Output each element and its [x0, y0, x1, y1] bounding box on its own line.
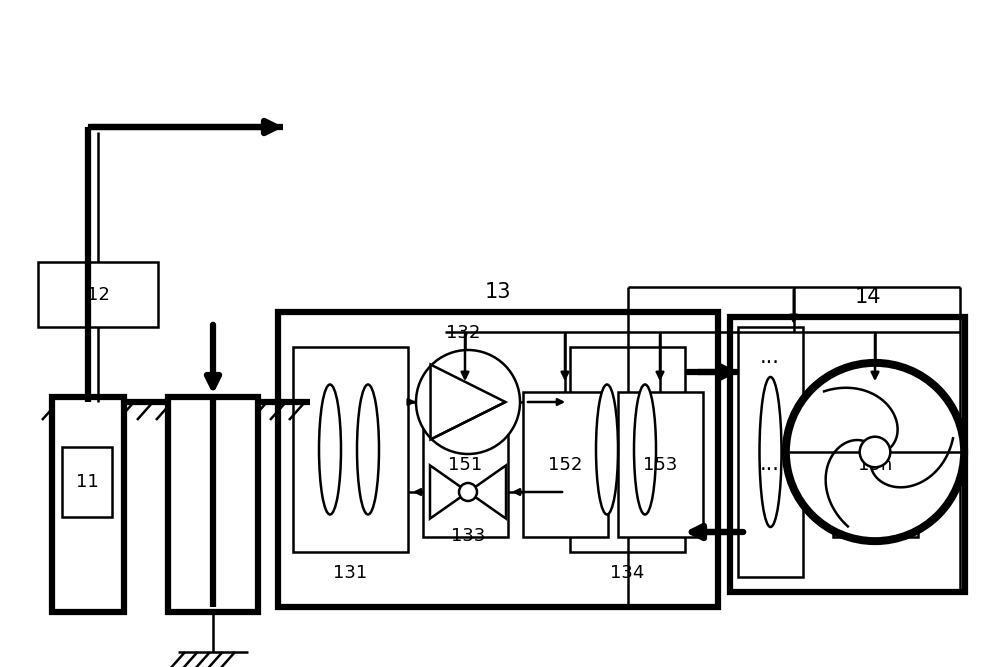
Ellipse shape: [760, 377, 782, 527]
Ellipse shape: [319, 384, 341, 514]
Text: 151: 151: [448, 456, 482, 474]
Polygon shape: [431, 365, 505, 440]
Polygon shape: [430, 466, 468, 519]
Text: 11: 11: [76, 473, 98, 491]
Text: ...: ...: [760, 347, 780, 367]
FancyBboxPatch shape: [38, 262, 158, 327]
Circle shape: [459, 483, 477, 501]
FancyBboxPatch shape: [168, 397, 258, 612]
FancyBboxPatch shape: [618, 392, 702, 537]
Text: 134: 134: [610, 564, 645, 582]
Text: 14: 14: [854, 287, 881, 307]
FancyBboxPatch shape: [832, 392, 918, 537]
Circle shape: [789, 366, 961, 538]
Text: 12: 12: [87, 285, 109, 303]
FancyBboxPatch shape: [278, 312, 718, 607]
Ellipse shape: [596, 384, 618, 514]
FancyBboxPatch shape: [730, 317, 965, 592]
FancyBboxPatch shape: [570, 347, 685, 552]
Text: 131: 131: [333, 564, 368, 582]
Polygon shape: [468, 466, 506, 519]
Text: 132: 132: [446, 324, 480, 342]
FancyBboxPatch shape: [52, 397, 124, 612]
Text: 133: 133: [451, 527, 485, 544]
FancyBboxPatch shape: [293, 347, 408, 552]
Circle shape: [785, 362, 965, 542]
FancyBboxPatch shape: [738, 327, 803, 577]
Text: 15n: 15n: [858, 456, 892, 474]
Ellipse shape: [634, 384, 656, 514]
Text: 13: 13: [485, 282, 511, 302]
Circle shape: [860, 437, 890, 468]
Ellipse shape: [357, 384, 379, 514]
Circle shape: [416, 350, 520, 454]
Text: 152: 152: [548, 456, 582, 474]
FancyBboxPatch shape: [62, 447, 112, 517]
Text: 153: 153: [643, 456, 677, 474]
FancyBboxPatch shape: [522, 392, 608, 537]
FancyBboxPatch shape: [422, 392, 508, 537]
Text: ...: ...: [760, 454, 780, 474]
